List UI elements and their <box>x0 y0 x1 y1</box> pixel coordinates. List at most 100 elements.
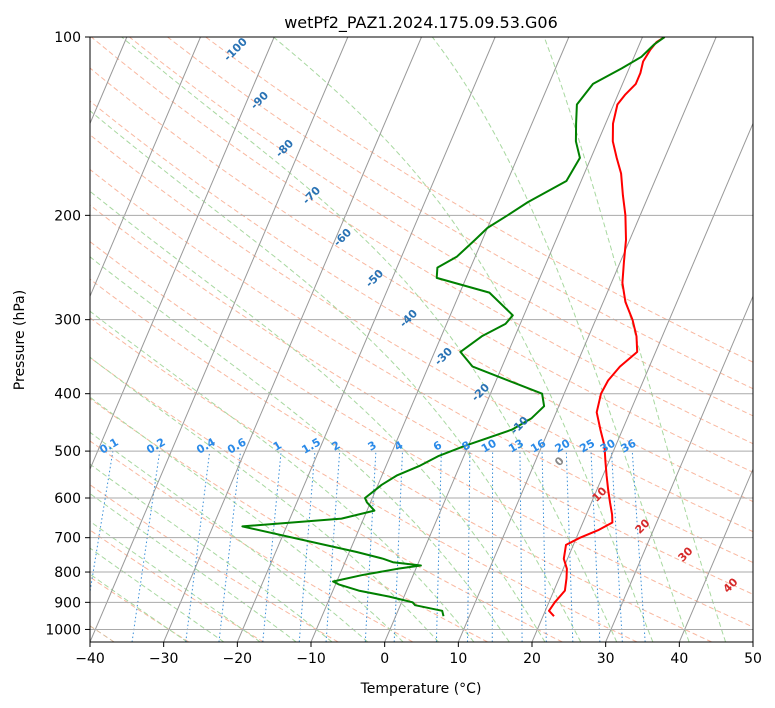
isotherm-line <box>531 122 753 642</box>
x-axis-label: Temperature (°C) <box>360 681 482 697</box>
dry-adiabat-line <box>90 67 753 473</box>
x-tick-label: −40 <box>75 651 105 667</box>
x-axis: −40 −30 −20 −10 0 10 20 30 40 50 <box>75 642 762 667</box>
moist-adiabat-line <box>90 310 475 642</box>
y-axis-label: Pressure (hPa) <box>12 290 28 390</box>
isotherm-line <box>752 640 753 642</box>
mixing-ratio-line <box>565 451 574 642</box>
dry-adiabat-label: -100 <box>221 35 250 64</box>
x-tick-label: 20 <box>523 651 541 667</box>
mixing-ratio-line <box>467 451 471 642</box>
y-tick-label: 400 <box>54 387 81 403</box>
mixing-ratio-line <box>90 451 114 595</box>
mixing-ratio-line <box>364 451 377 642</box>
mixing-ratio-line <box>131 451 161 642</box>
series-group <box>241 37 666 617</box>
isotherm-line <box>236 37 496 642</box>
moist-adiabat-line <box>90 356 439 642</box>
y-tick-label: 700 <box>54 531 81 547</box>
dry-adiabat-line <box>90 204 753 595</box>
mixing-ratio-label: 20 <box>553 436 573 455</box>
temperature-line <box>548 37 666 617</box>
dry-adiabat-line <box>205 37 753 363</box>
dry-adiabat-line <box>90 168 753 564</box>
dry-adiabat-line <box>90 356 563 642</box>
mixing-ratio-line <box>590 451 601 642</box>
isotherm-line <box>90 37 349 642</box>
moist-adiabat-line <box>90 547 225 642</box>
dry-adiabat-label: 10 <box>590 484 610 504</box>
isotherm-line <box>384 37 643 642</box>
isotherm-line <box>90 37 275 471</box>
moist-adiabat-line <box>90 110 582 642</box>
dry-adiabat-line <box>90 484 339 642</box>
dry-adiabat-label: 30 <box>676 544 696 564</box>
x-tick-label: 0 <box>380 651 389 667</box>
dry-adiabat-line <box>90 576 190 642</box>
moist-adiabat-line <box>543 37 727 642</box>
moist-adiabat-line <box>90 396 404 642</box>
mixing-ratio-label: 36 <box>619 436 639 455</box>
dry-adiabat-label: 0 <box>552 454 567 469</box>
moist-adiabat-line <box>121 37 618 642</box>
dry-adiabat-label: 40 <box>721 575 741 595</box>
dry-adiabat-label: 20 <box>633 516 653 536</box>
dry-adiabat-line <box>90 100 753 503</box>
mixing-ratio-label: 0.2 <box>144 436 167 457</box>
y-tick-label: 600 <box>54 491 81 507</box>
mixing-ratio-label: 0.6 <box>225 435 249 456</box>
isotherm-line <box>163 37 422 642</box>
background-lines <box>90 37 753 642</box>
x-tick-label: 40 <box>670 651 688 667</box>
dewpoint-line <box>241 37 666 617</box>
x-tick-label: 50 <box>744 651 762 667</box>
y-axis: 100 200 300 400 500 600 700 800 900 1000 <box>45 30 90 638</box>
x-tick-label: −30 <box>149 651 179 667</box>
dry-adiabat-label: -80 <box>273 137 296 160</box>
isotherm-line <box>310 37 570 642</box>
y-tick-label: 500 <box>54 444 81 460</box>
mixing-ratio-label: 0.1 <box>97 436 120 457</box>
isotherm-line <box>605 295 753 642</box>
grid-lines <box>90 37 753 642</box>
y-tick-label: 200 <box>54 208 81 224</box>
mixing-ratio-line <box>185 451 211 642</box>
x-tick-label: −20 <box>223 651 253 667</box>
dry-adiabat-label: -90 <box>248 89 271 112</box>
mixing-ratio-label: 16 <box>528 436 548 455</box>
moist-adiabat-line <box>431 37 690 642</box>
chart-title: wetPf2_PAZ1.2024.175.09.53.G06 <box>284 13 558 33</box>
dry-adiabat-label: -50 <box>363 267 386 290</box>
mixing-ratio-line <box>435 451 442 642</box>
x-tick-label: 10 <box>449 651 467 667</box>
dry-adiabat-line <box>90 278 712 642</box>
dry-adiabat-line <box>90 37 753 445</box>
mixing-ratio-label: 30 <box>598 436 618 455</box>
moist-adiabat-line <box>90 431 369 642</box>
mixing-ratio-label: 25 <box>577 437 597 456</box>
moist-adiabat-line <box>273 37 654 642</box>
mixing-ratio-label: 0.4 <box>194 435 218 456</box>
plot-frame <box>89 36 754 643</box>
x-tick-label: 30 <box>597 651 615 667</box>
dry-adiabat-label: -60 <box>331 226 354 249</box>
moist-adiabat-line <box>90 493 297 642</box>
moist-adiabat-line <box>90 190 546 642</box>
dry-adiabat-line <box>90 317 638 642</box>
y-tick-label: 100 <box>54 30 81 46</box>
y-tick-label: 800 <box>54 565 81 581</box>
y-tick-label: 1000 <box>45 622 81 638</box>
dry-adiabat-label: -30 <box>432 345 455 368</box>
y-tick-label: 900 <box>54 595 81 611</box>
isotherm-line <box>678 467 753 642</box>
dry-adiabat-label: -10 <box>508 414 531 437</box>
isotherm-line <box>90 37 201 298</box>
mixing-ratio-label: 1.5 <box>299 436 322 457</box>
dry-adiabat-line <box>90 529 264 642</box>
dry-adiabat-label: -70 <box>300 184 323 207</box>
dry-adiabat-line <box>90 134 753 533</box>
moist-adiabat-line <box>90 573 188 642</box>
mixing-ratio-line <box>610 451 623 642</box>
mixing-ratio-line <box>218 451 242 642</box>
